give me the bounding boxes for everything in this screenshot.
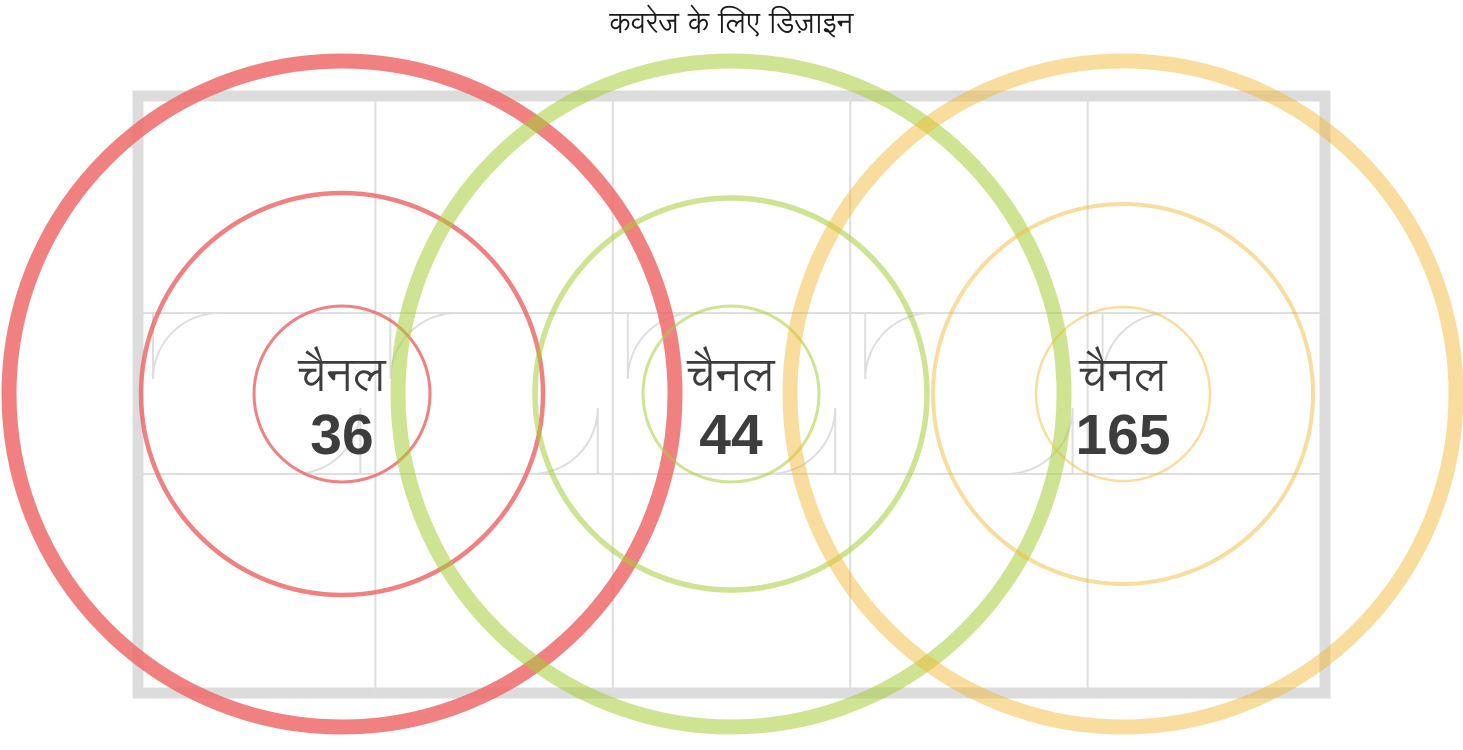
svg-text:36: 36: [310, 403, 373, 467]
svg-text:165: 165: [1075, 403, 1170, 467]
svg-text:44: 44: [699, 403, 763, 467]
